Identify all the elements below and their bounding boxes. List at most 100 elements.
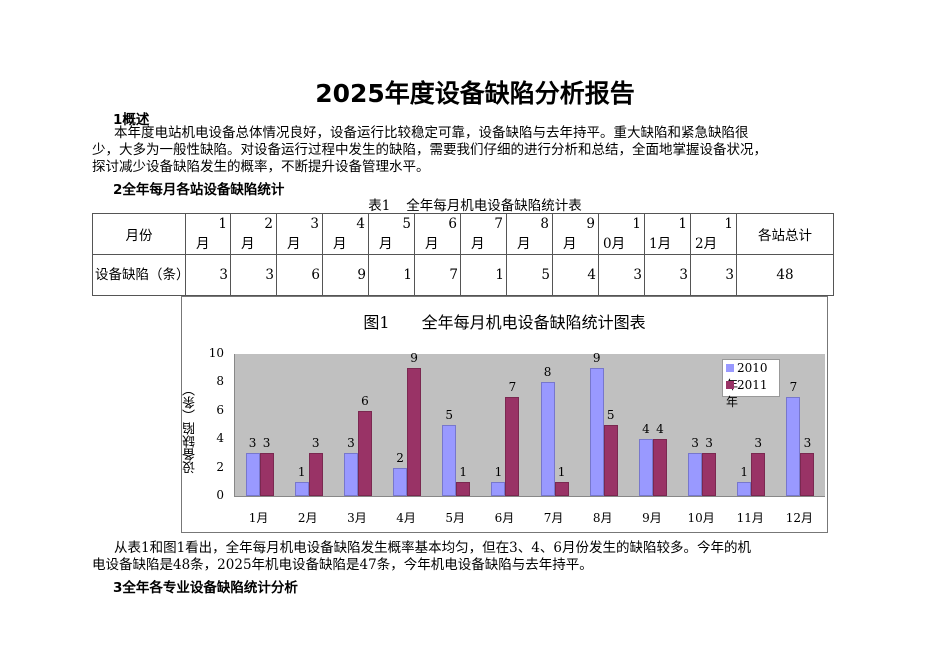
bar-value-label: 3	[705, 436, 713, 451]
bar-value-label: 8	[543, 365, 552, 380]
table-caption-text: 全年每月机电设备缺陷统计表	[406, 198, 582, 214]
bar-2011年	[603, 425, 618, 496]
bar-value-label: 3	[754, 436, 763, 451]
bar-2010年	[638, 439, 653, 496]
para-line: 本年度电站机电设备总体情况良好，设备运行比较稳定可靠，设备缺陷与去年持平。重大缺…	[114, 125, 749, 141]
section1-paragraph: 本年度电站机电设备总体情况良好，设备运行比较稳定可靠，设备缺陷与去年持平。重大缺…	[92, 125, 882, 176]
para-line: 少，大多为一般性缺陷。对设备运行过程中发生的缺陷，需要我们仔细的进行分析和总结，…	[92, 142, 767, 158]
month-header: 月份	[92, 213, 186, 255]
y-axis-label: 设备缺陷（条）	[183, 383, 198, 474]
x-tick-label: 4月	[396, 511, 416, 525]
x-tick-label: 1月	[248, 511, 269, 525]
bar-value-label: 1	[459, 464, 468, 479]
y-tick: 6	[216, 402, 224, 417]
bar-value-label: 5	[606, 408, 615, 422]
bar-value-label: 9	[410, 351, 418, 366]
bar-2010年	[786, 396, 801, 496]
bar-2011年	[554, 481, 569, 496]
y-tick: 8	[216, 374, 224, 389]
para-line: 电设备缺陷是48条，2025年机电设备缺陷是47条，今年机电设备缺陷与去年持平。	[92, 557, 593, 573]
x-tick-label: 9月	[642, 511, 662, 525]
bar-2011年	[407, 368, 422, 496]
bar-value-label: 4	[656, 422, 664, 437]
bar-2011年	[259, 453, 274, 496]
section3-heading: 3全年各专业设备缺陷统计分析	[113, 580, 298, 596]
month-cell: 1 0月	[598, 213, 645, 255]
x-tick-label: 8月	[592, 511, 613, 525]
y-tick: 4	[216, 431, 224, 446]
table-caption-label: 表1	[368, 198, 391, 214]
bar-2010年	[491, 481, 506, 496]
bar-2010年	[589, 368, 604, 496]
bar-value-label: 3	[691, 436, 699, 451]
bar-value-label: 3	[311, 436, 320, 451]
section1-heading: 1概述	[113, 112, 150, 128]
legend-item-2011: 2011年	[726, 378, 768, 409]
analysis-paragraph: 从表1和图1看出，全年每月机电设备缺陷发生概率基本均匀，但在3、4、6月份发生的…	[92, 540, 882, 574]
document-title: 2025年度设备缺陷分析报告	[315, 79, 635, 108]
x-tick-label: 3月	[347, 511, 367, 525]
bar-value-label: 7	[508, 379, 517, 394]
defects-row-header: 设备缺陷（条）	[92, 254, 190, 296]
value-cell: 1	[460, 254, 507, 296]
bar-value-label: 1	[297, 464, 306, 479]
bar-value-label: 3	[347, 436, 355, 451]
bar-2010年	[294, 481, 309, 496]
x-tick-label: 10月	[687, 511, 715, 525]
value-cell: 3	[690, 254, 737, 296]
legend-item-2010: 2010年	[723, 360, 779, 392]
bar-2010年	[737, 481, 752, 496]
x-tick-label: 11月	[736, 511, 764, 525]
chart-title: 图1 全年每月机电设备缺陷统计图表	[363, 313, 646, 332]
bar-value-label: 4	[642, 422, 650, 437]
bar-value-label: 9	[592, 351, 601, 366]
total-cell: 48	[736, 254, 834, 296]
bar-value-label: 2	[396, 450, 404, 465]
value-cell: 3	[598, 254, 645, 296]
total-header: 各站总计	[736, 213, 834, 255]
legend-swatch	[726, 364, 734, 372]
value-cell: 3	[185, 254, 231, 296]
value-cell: 9	[322, 254, 369, 296]
value-cell: 3	[230, 254, 277, 296]
bar-2010年	[688, 453, 703, 496]
x-tick-label: 12月	[785, 511, 814, 525]
bar-2011年	[505, 396, 520, 496]
bar-value-label: 1	[740, 464, 749, 479]
month-cell: 1 1月	[644, 213, 691, 255]
para-line: 从表1和图1看出，全年每月机电设备缺陷发生概率基本均匀，但在3、4、6月份发生的…	[114, 540, 751, 556]
month-cell: 1 2月	[690, 213, 737, 255]
bar-2010年	[343, 453, 358, 496]
legend-swatch	[726, 381, 734, 389]
bar-2011年	[456, 481, 471, 496]
bar-value-label: 3	[248, 436, 257, 451]
x-tick-label: 6月	[494, 511, 515, 525]
bar-2010年	[540, 382, 555, 496]
value-cell: 4	[552, 254, 599, 296]
x-tick-label: 5月	[445, 511, 466, 525]
bar-2011年	[357, 410, 372, 496]
table-caption: 表1 全年每月机电设备缺陷统计表	[0, 194, 950, 214]
bar-2011年	[800, 453, 815, 496]
section2-heading: 2全年每月各站设备缺陷统计	[113, 182, 285, 198]
value-cell: 5	[506, 254, 553, 296]
value-cell: 1	[368, 254, 415, 296]
bar-2011年	[308, 453, 323, 496]
para-line: 探讨减少设备缺陷发生的概率，不断提升设备管理水平。	[92, 159, 430, 175]
bar-2011年	[702, 453, 717, 496]
bar-value-label: 6	[361, 393, 369, 408]
bar-2011年	[652, 439, 667, 496]
y-tick: 0	[216, 488, 224, 502]
bar-2011年	[751, 453, 766, 496]
